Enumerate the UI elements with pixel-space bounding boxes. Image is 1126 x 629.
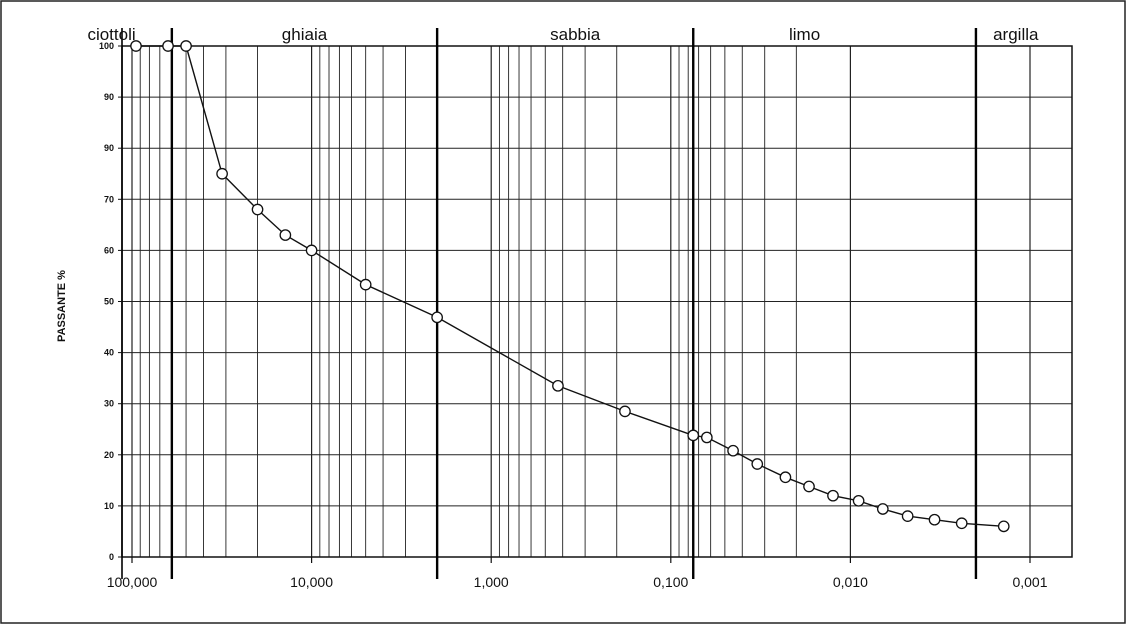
data-point	[876, 503, 889, 515]
data-point	[279, 229, 292, 241]
zone-label: limo	[789, 25, 820, 44]
data-point	[251, 203, 264, 216]
y-tick-label: 90	[104, 143, 114, 153]
data-point	[619, 405, 631, 418]
data-point	[180, 40, 192, 52]
y-tick-label: 90	[104, 92, 114, 102]
data-point	[305, 244, 318, 257]
y-tick-label: 20	[104, 450, 114, 460]
y-tick-label: 0	[109, 552, 114, 562]
axis-layer: 0 10 20 30 40 50 60 70 90 90 100 100,000 10,000 1,000…	[99, 41, 1048, 590]
data-point	[687, 429, 700, 442]
y-tick-label: 50	[104, 297, 114, 307]
data-point	[779, 471, 792, 484]
data-point	[359, 278, 372, 291]
data-point	[751, 458, 764, 470]
data-point	[852, 494, 865, 507]
data-point	[827, 489, 839, 502]
y-tick-label: 70	[104, 194, 114, 204]
zone-label: ciottoli	[87, 25, 135, 44]
x-tick-label: 0,100	[653, 574, 688, 590]
data-point	[901, 510, 914, 522]
zone-label: argilla	[993, 25, 1039, 44]
data-point	[162, 40, 174, 52]
y-tick-label: 10	[104, 501, 114, 511]
y-tick-label: 60	[104, 245, 114, 255]
data-point	[700, 431, 713, 444]
data-point	[216, 167, 228, 180]
zone-layer: ciottoli ghiaia sabbia limo argilla	[87, 25, 1039, 579]
x-tick-label: 0,001	[1012, 574, 1047, 590]
x-tick-label: 10,000	[290, 574, 333, 590]
data-point	[928, 513, 941, 526]
data-point	[431, 311, 443, 324]
series-line	[136, 45, 1004, 527]
x-tick-label: 1,000	[474, 574, 509, 590]
y-axis-label: PASSANTE %	[56, 270, 68, 342]
y-tick-label: 40	[104, 348, 114, 358]
x-tick-label: 100,000	[107, 574, 158, 590]
grid-layer	[121, 45, 1073, 558]
y-tick-label: 100	[99, 41, 114, 51]
y-tick-label: 30	[104, 399, 114, 409]
x-tick-label: 0,010	[833, 574, 868, 590]
data-point	[552, 379, 564, 392]
data-point	[727, 444, 739, 457]
zone-label: ghiaia	[282, 25, 328, 44]
data-point	[130, 40, 142, 52]
data-point	[803, 480, 815, 493]
data-point	[997, 520, 1010, 533]
zone-label: sabbia	[550, 25, 601, 44]
series-layer	[130, 40, 1010, 533]
data-point	[955, 517, 968, 530]
